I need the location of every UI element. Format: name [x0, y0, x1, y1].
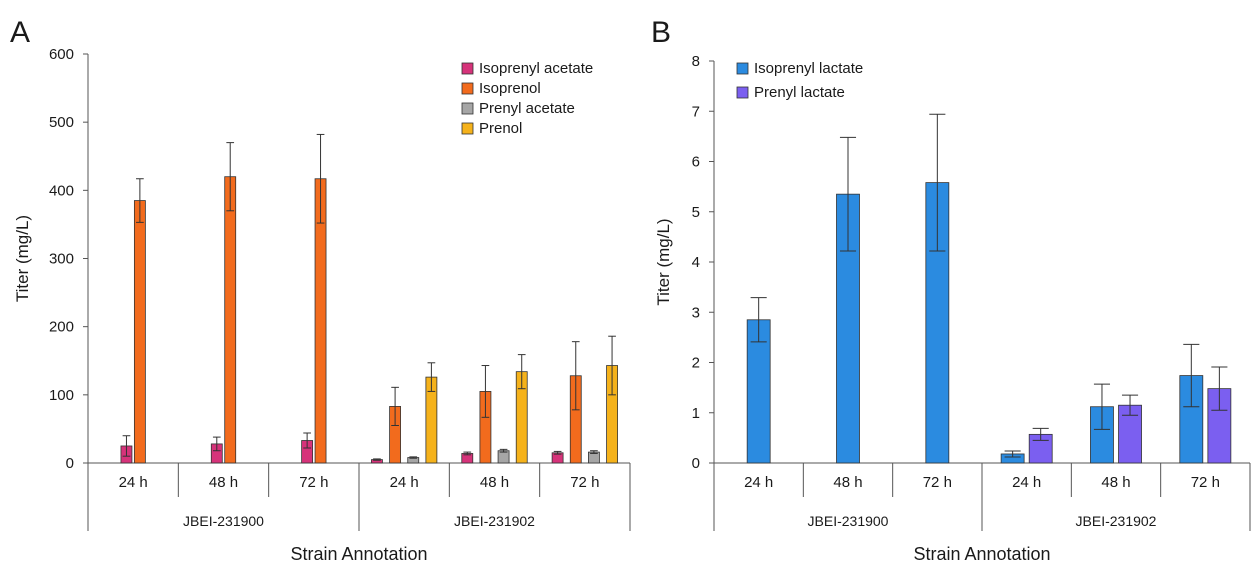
y-tick-label: 400 — [49, 182, 74, 199]
category-label: 72 h — [570, 474, 599, 491]
y-tick-label: 600 — [49, 46, 74, 63]
category-label: 24 h — [1012, 474, 1041, 491]
legend-label: Isoprenyl acetate — [479, 60, 593, 77]
panel-letter: A — [10, 16, 30, 49]
legend-label: Isoprenol — [479, 80, 541, 97]
panel-a: A 0 100 200 300 400 500 600 Titer (mg/L) 24 h 48 h… — [10, 16, 631, 564]
legend-label: Isoprenyl lactate — [754, 60, 863, 77]
bar-isoprenol — [133, 200, 146, 464]
legend-label: Prenyl acetate — [479, 100, 575, 117]
legend-swatch — [461, 62, 474, 75]
category-label: 72 h — [299, 474, 328, 491]
category-label: 48 h — [209, 474, 238, 491]
legend-label: Prenol — [479, 120, 522, 137]
y-tick-label: 0 — [692, 455, 700, 472]
legend-swatch — [736, 86, 749, 99]
category-label: 48 h — [480, 474, 509, 491]
category-label: 24 h — [119, 474, 148, 491]
legend-label: Prenyl lactate — [754, 84, 845, 101]
panel-b: B 0 1 2 3 4 5 6 7 8 Titer (mg/L) 24 h 48 h 72 h JBEI-2… — [651, 16, 1251, 564]
group-label: JBEI-231900 — [808, 513, 889, 529]
y-tick-label: 5 — [692, 204, 700, 221]
y-tick-label: 100 — [49, 387, 74, 404]
category-label: 48 h — [1101, 474, 1130, 491]
y-tick-label: 6 — [692, 154, 700, 171]
legend-swatch — [461, 82, 474, 95]
category-label: 72 h — [923, 474, 952, 491]
y-tick-label: 4 — [692, 254, 700, 271]
bar-isoprenol — [224, 176, 237, 464]
panel-letter: B — [651, 16, 671, 49]
y-tick-label: 500 — [49, 114, 74, 131]
y-tick-label: 300 — [49, 251, 74, 268]
category-label: 72 h — [1191, 474, 1220, 491]
category-label: 48 h — [833, 474, 862, 491]
y-tick-label: 2 — [692, 355, 700, 372]
y-tick-label: 7 — [692, 103, 700, 120]
y-tick-label: 8 — [692, 53, 700, 70]
group-label: JBEI-231900 — [183, 513, 264, 529]
y-tick-label: 0 — [66, 455, 74, 472]
legend-swatch — [736, 62, 749, 75]
category-label: 24 h — [744, 474, 773, 491]
y-tick-label: 200 — [49, 319, 74, 336]
y-tick-label: 1 — [692, 405, 700, 422]
x-axis-title: Strain Annotation — [913, 544, 1050, 564]
y-tick-label: 3 — [692, 304, 700, 321]
category-label: 24 h — [390, 474, 419, 491]
legend-swatch — [461, 102, 474, 115]
x-axis-title: Strain Annotation — [290, 544, 427, 564]
y-axis-title: Titer (mg/L) — [13, 215, 32, 302]
y-axis-title: Titer (mg/L) — [654, 218, 673, 305]
group-label: JBEI-231902 — [454, 513, 535, 529]
legend-swatch — [461, 122, 474, 135]
group-label: JBEI-231902 — [1076, 513, 1157, 529]
